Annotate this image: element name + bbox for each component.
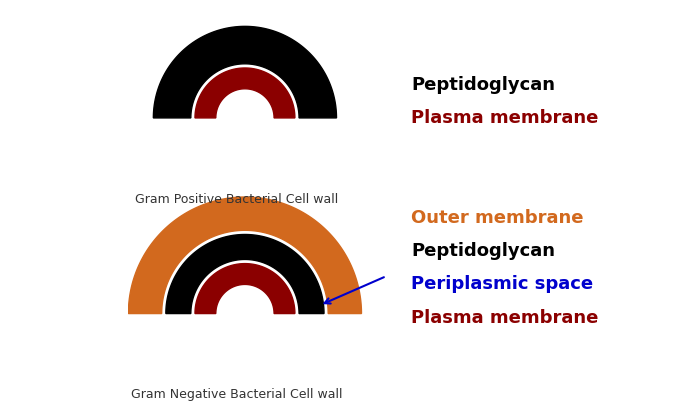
Text: Periplasmic space: Periplasmic space (411, 275, 594, 293)
Text: Plasma membrane: Plasma membrane (411, 309, 599, 327)
Polygon shape (195, 264, 295, 313)
Text: Peptidoglycan: Peptidoglycan (411, 76, 555, 93)
Polygon shape (166, 235, 324, 313)
Polygon shape (153, 26, 336, 118)
Text: Outer membrane: Outer membrane (411, 209, 584, 227)
Text: Plasma membrane: Plasma membrane (411, 109, 599, 127)
Text: Gram Negative Bacterial Cell wall: Gram Negative Bacterial Cell wall (131, 388, 343, 401)
Polygon shape (129, 197, 361, 313)
Text: Gram Positive Bacterial Cell wall: Gram Positive Bacterial Cell wall (135, 193, 339, 206)
Text: Peptidoglycan: Peptidoglycan (411, 242, 555, 260)
Polygon shape (195, 68, 295, 118)
